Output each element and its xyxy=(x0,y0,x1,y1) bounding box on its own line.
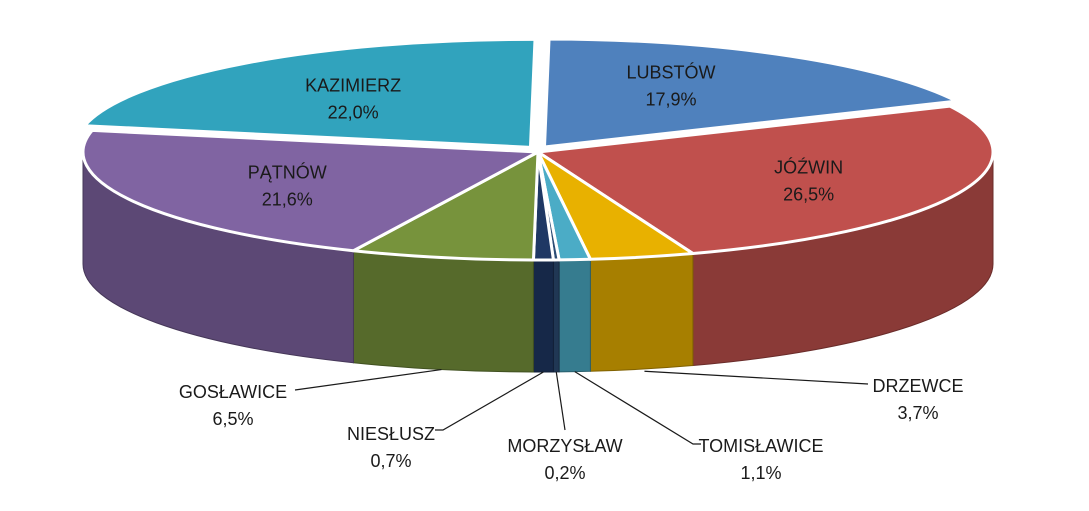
data-label-name-tomislawice: TOMISŁAWICE xyxy=(698,436,823,456)
data-label-value-patnow: 21,6% xyxy=(262,190,313,210)
data-label-name-drzewce: DRZEWCE xyxy=(873,376,964,396)
leader-line-morzyslaw xyxy=(555,371,566,431)
data-label-value-lubstow: 17,9% xyxy=(645,90,696,110)
pie-side-nieslusz xyxy=(532,259,554,373)
data-label-value-kazimierz: 22,0% xyxy=(328,102,379,122)
pie-slice-kazimierz xyxy=(83,37,537,149)
leader-line-nieslusz xyxy=(435,371,544,431)
data-label-value-drzewce: 3,7% xyxy=(897,403,938,423)
pie-slice-goslawice xyxy=(351,150,540,262)
data-label-value-jozwin: 26,5% xyxy=(783,185,834,205)
leader-line-drzewce xyxy=(644,370,869,385)
pie-slice-patnow xyxy=(81,128,540,253)
data-label-name-morzyslaw: MORZYSŁAW xyxy=(507,436,622,456)
pie-side-layer xyxy=(82,151,994,373)
pie-side-morzyslaw xyxy=(552,259,560,373)
data-label-name-kazimierz: KAZIMIERZ xyxy=(305,75,401,95)
pie-top-layer xyxy=(81,37,995,262)
data-label-value-goslawice: 6,5% xyxy=(212,409,253,429)
leader-lines xyxy=(294,368,869,445)
pie-side-tomislawice xyxy=(558,258,591,373)
data-label-name-lubstow: LUBSTÓW xyxy=(627,62,716,83)
pie-slice-lubstow xyxy=(542,37,958,149)
data-labels: LUBSTÓW 17,9% JÓŹWIN 26,5% DRZEWCE 3,7% TOMISŁ… xyxy=(179,62,964,483)
data-label-value-morzyslaw: 0,2% xyxy=(544,463,585,483)
pie-side-goslawice xyxy=(352,250,534,373)
pie-slice-jozwin xyxy=(536,104,995,256)
pie-side-drzewce xyxy=(589,253,694,372)
data-label-name-nieslusz: NIESŁUSZ xyxy=(347,424,435,444)
data-label-name-goslawice: GOSŁAWICE xyxy=(179,382,287,402)
leader-line-tomislawice xyxy=(574,371,701,445)
data-label-value-nieslusz: 0,7% xyxy=(370,451,411,471)
data-label-value-tomislawice: 1,1% xyxy=(740,463,781,483)
data-label-name-jozwin: JÓŹWIN xyxy=(774,157,843,178)
data-label-name-patnow: PĄTNÓW xyxy=(248,162,327,183)
leader-line-goslawice xyxy=(294,368,442,391)
